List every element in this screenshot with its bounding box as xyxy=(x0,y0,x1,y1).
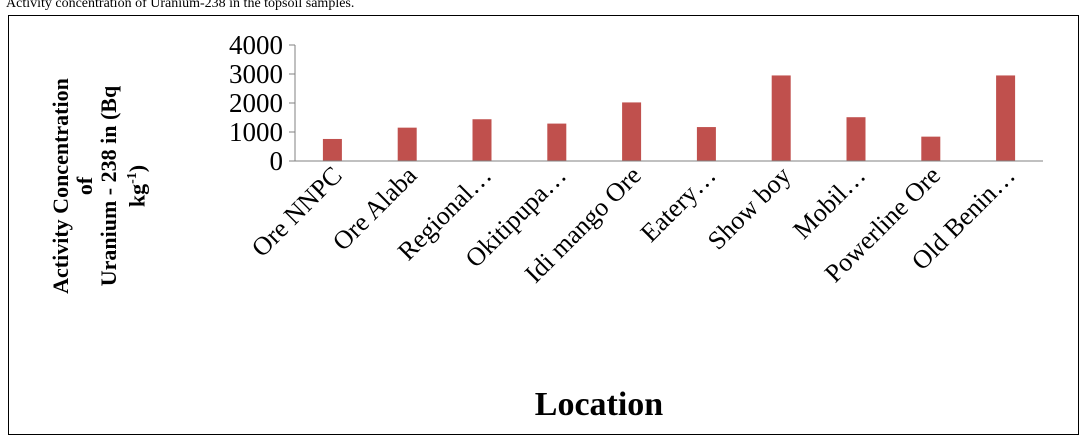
y-tick-label: 0 xyxy=(270,146,284,176)
bar-7 xyxy=(771,75,791,161)
x-tick-label: Show boy xyxy=(702,161,797,256)
bar-9 xyxy=(921,136,941,161)
chart-frame: 0 1000 2000 3000 4000 Ore NNPC Ore Alaba Regio… xyxy=(8,15,1079,435)
bar-2 xyxy=(397,127,417,161)
y-axis-title-line-3: Uranium - 238 in (Bq xyxy=(96,85,121,287)
y-axis-unit-base: kg xyxy=(124,183,150,208)
axes xyxy=(289,44,1043,162)
y-axis-unit-exponent: -1 xyxy=(125,172,140,184)
bar-1 xyxy=(322,138,342,161)
y-tick-label: 4000 xyxy=(229,30,283,60)
y-tick-label: 3000 xyxy=(229,59,283,89)
bar-4 xyxy=(547,123,567,161)
bar-3 xyxy=(472,119,492,161)
bar-6 xyxy=(696,127,716,161)
bar-5 xyxy=(622,102,642,161)
bar-10 xyxy=(996,75,1016,161)
x-axis-title: Location xyxy=(534,386,664,423)
caption-text: Activity concentration of Uranium-238 in… xyxy=(6,0,355,11)
x-tick-label: Ore NNPC xyxy=(246,161,348,263)
y-axis-title-line-4: kg-1) xyxy=(121,165,149,207)
y-axis-title: Activity Concentration of Uranium - 238 … xyxy=(48,36,189,336)
y-axis-unit-close: ) xyxy=(124,164,150,173)
bar-8 xyxy=(846,117,866,161)
y-tick-label: 2000 xyxy=(229,88,283,118)
y-axis-title-line-2: of xyxy=(72,176,97,196)
y-tick-label: 1000 xyxy=(229,117,283,147)
y-axis-title-line-1: Activity Concentration xyxy=(48,78,73,294)
bar-series xyxy=(322,75,1016,161)
